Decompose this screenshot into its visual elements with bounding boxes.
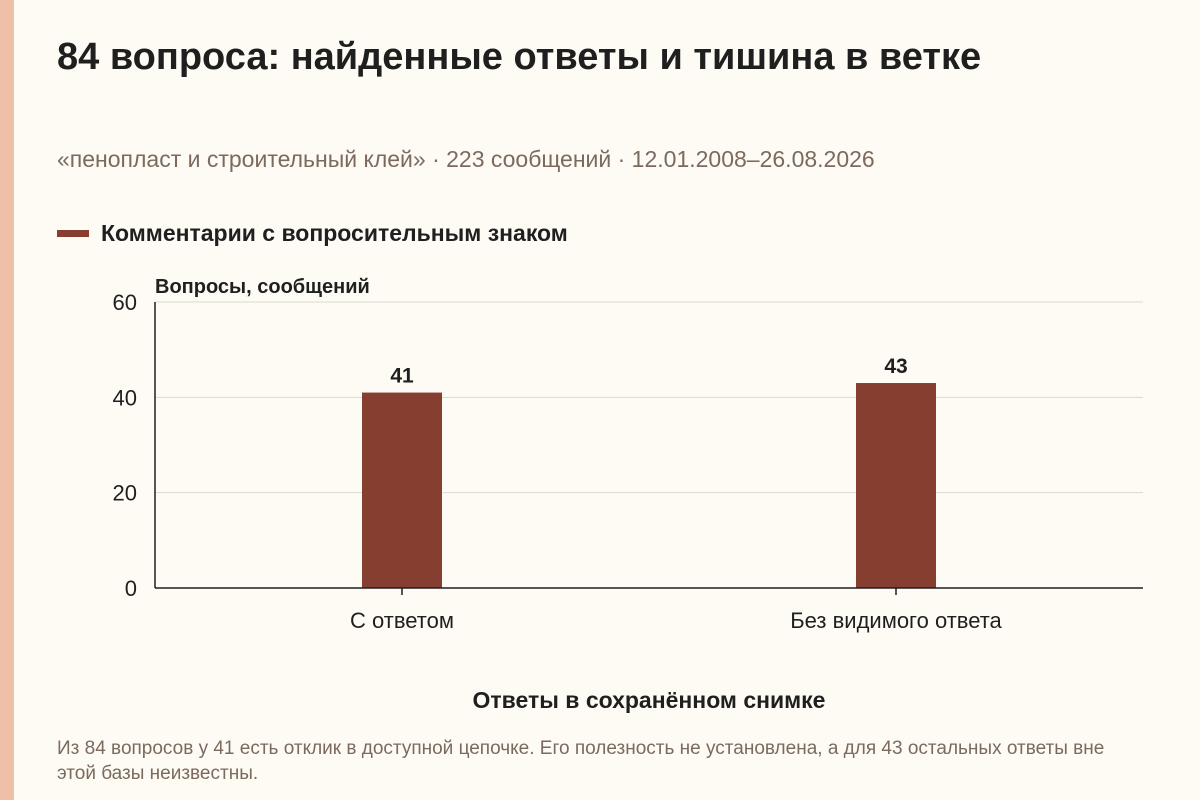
bar xyxy=(362,392,442,588)
y-tick-label: 60 xyxy=(113,290,137,315)
legend-swatch xyxy=(57,230,89,237)
y-tick-label: 20 xyxy=(113,481,137,506)
axes xyxy=(154,302,1143,595)
data-label: 43 xyxy=(884,355,907,378)
y-axis-title: Вопросы, сообщений xyxy=(155,276,370,298)
x-tick-label: С ответом xyxy=(350,608,454,633)
bar xyxy=(856,383,936,588)
data-label: 41 xyxy=(390,365,414,388)
x-tick-labels: С ответом Без видимого ответа xyxy=(350,608,1003,633)
x-axis-title: Ответы в сохранённом снимке xyxy=(473,687,826,713)
legend: Комментарии с вопросительным знаком xyxy=(57,220,568,247)
x-tick-label: Без видимого ответа xyxy=(790,608,1002,633)
chart-subtitle: «пенопласт и строительный клей» · 223 со… xyxy=(57,146,875,172)
y-tick-label: 0 xyxy=(125,576,137,601)
data-labels: 41 43 xyxy=(390,355,907,388)
chart-title: 84 вопроса: найденные ответы и тишина в … xyxy=(57,36,982,78)
footnote: Из 84 вопросов у 41 есть отклик в доступ… xyxy=(57,738,1105,784)
y-tick-label: 40 xyxy=(113,385,137,410)
accent-stripe xyxy=(0,0,14,800)
legend-label: Комментарии с вопросительным знаком xyxy=(101,220,568,246)
y-tick-labels: 0 20 40 60 xyxy=(113,290,137,601)
grid-lines xyxy=(155,301,1143,494)
bars xyxy=(362,383,936,588)
